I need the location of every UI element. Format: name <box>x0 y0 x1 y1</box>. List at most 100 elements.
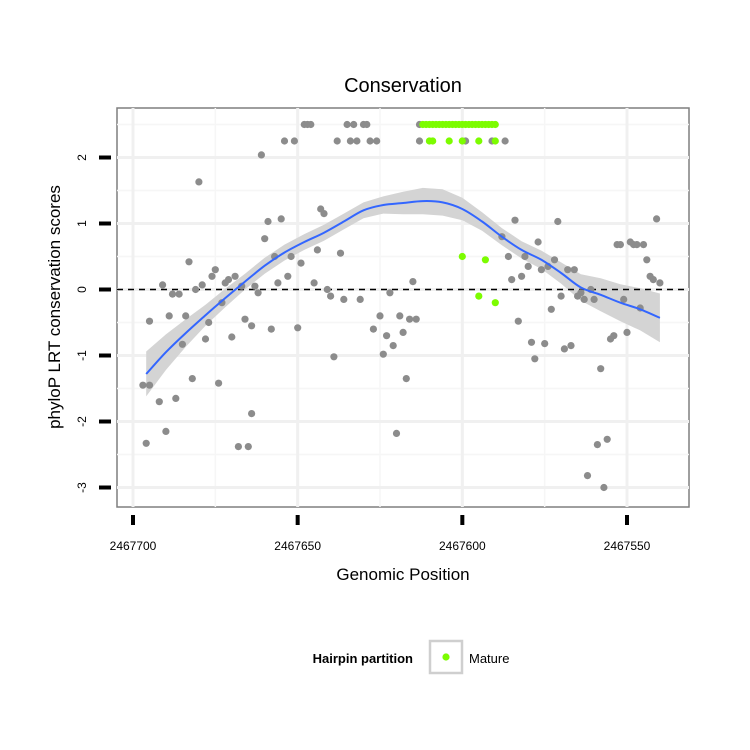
point-other <box>198 281 206 289</box>
point-other <box>280 137 289 145</box>
y-tick-label: -2 <box>75 416 89 427</box>
legend-key-mature <box>442 653 450 661</box>
point-other <box>514 317 522 325</box>
point-other <box>639 241 648 249</box>
point-other <box>145 317 154 325</box>
point-other <box>570 266 578 274</box>
y-tick-label: 0 <box>75 286 89 293</box>
point-other <box>557 292 565 300</box>
legend-label-mature: Mature <box>469 651 509 666</box>
point-other <box>248 410 256 418</box>
legend-title: Hairpin partition <box>313 651 413 666</box>
point-other <box>518 272 526 280</box>
point-other <box>248 322 256 330</box>
point-other <box>610 332 618 340</box>
point-other <box>162 427 170 435</box>
point-other <box>527 338 536 346</box>
point-other <box>261 235 269 243</box>
point-other <box>251 282 259 290</box>
point-other <box>593 441 602 449</box>
x-tick-label: 2467550 <box>604 539 651 553</box>
point-mature <box>491 137 499 145</box>
point-other <box>284 272 292 280</box>
point-other <box>241 315 249 323</box>
point-other <box>188 375 196 383</box>
point-other <box>274 279 282 287</box>
point-other <box>376 312 384 320</box>
point-other <box>201 335 210 343</box>
point-other <box>277 215 285 223</box>
point-other <box>415 137 424 145</box>
x-tick-label: 2467700 <box>110 539 157 553</box>
point-other <box>409 278 417 286</box>
point-other <box>168 290 177 298</box>
point-other <box>616 241 625 249</box>
point-other <box>547 305 555 313</box>
point-other <box>643 256 651 264</box>
point-mature <box>481 256 489 264</box>
point-other <box>577 289 585 297</box>
point-other <box>195 178 203 186</box>
point-other <box>564 266 572 274</box>
legend: Hairpin partition Mature <box>313 639 509 675</box>
point-other <box>363 120 371 129</box>
point-other <box>142 439 150 447</box>
point-other <box>192 285 200 294</box>
point-other <box>531 355 539 363</box>
x-tick-label: 2467650 <box>274 539 321 553</box>
point-other <box>583 472 592 480</box>
y-axis: -3 -2 -1 0 1 2 <box>75 154 111 493</box>
y-tick-label: 2 <box>75 154 89 161</box>
point-other <box>399 328 407 336</box>
point-other <box>320 210 328 218</box>
point-other <box>297 259 305 267</box>
point-other <box>159 281 167 289</box>
point-other <box>185 258 193 266</box>
point-other <box>336 249 345 257</box>
smooth-line <box>145 200 661 375</box>
point-mature <box>445 137 453 145</box>
point-other <box>172 394 180 402</box>
point-other <box>656 279 664 287</box>
point-other <box>257 151 265 159</box>
point-other <box>501 137 509 145</box>
point-other <box>597 365 605 373</box>
point-other <box>307 120 315 129</box>
point-other <box>205 318 213 327</box>
point-other <box>343 120 351 129</box>
point-other <box>264 217 272 226</box>
point-other <box>333 137 341 145</box>
point-other <box>366 137 374 145</box>
point-other <box>330 353 338 361</box>
points <box>139 120 664 492</box>
x-tick-label: 2467600 <box>439 539 486 553</box>
point-other <box>346 137 354 145</box>
point-other <box>165 312 173 320</box>
point-other <box>155 398 163 406</box>
point-other <box>139 381 147 389</box>
point-other <box>554 217 562 226</box>
point-other <box>267 325 275 333</box>
y-axis-title: phyloP LRT conservation scores <box>45 185 64 429</box>
point-other <box>287 252 295 261</box>
y-tick-label: -1 <box>75 350 89 361</box>
point-other <box>208 272 216 280</box>
point-other <box>340 295 348 303</box>
point-other <box>313 246 321 254</box>
point-mature <box>458 137 466 145</box>
point-other <box>389 342 397 350</box>
legend-key-box <box>428 639 464 675</box>
point-other <box>234 443 242 451</box>
point-other <box>633 241 641 249</box>
point-other <box>369 325 377 333</box>
point-other <box>178 340 186 348</box>
point-other <box>244 443 252 451</box>
point-other <box>508 276 516 284</box>
point-other <box>541 340 549 348</box>
point-other <box>600 483 608 492</box>
point-other <box>327 292 335 300</box>
point-other <box>373 137 381 145</box>
point-other <box>550 256 559 264</box>
point-other <box>294 324 302 332</box>
point-other <box>145 381 154 389</box>
